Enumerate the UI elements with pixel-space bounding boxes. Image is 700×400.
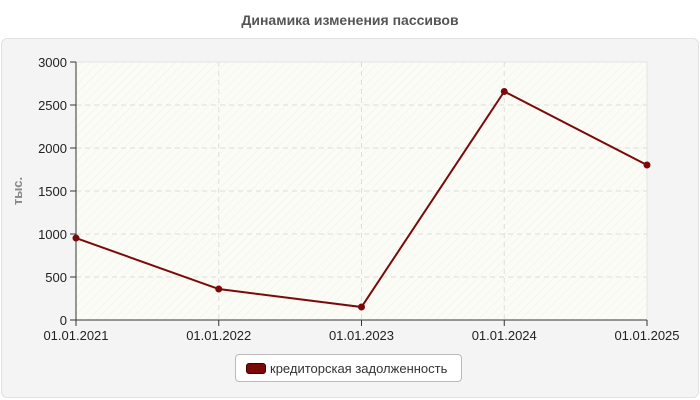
data-point xyxy=(643,161,651,169)
legend-swatch xyxy=(246,362,266,374)
data-point xyxy=(500,87,508,95)
y-tick-label: 3000 xyxy=(38,55,67,70)
y-tick-label: 1000 xyxy=(38,227,67,242)
x-tick-label: 01.01.2023 xyxy=(329,328,394,343)
x-tick-label: 01.01.2021 xyxy=(43,328,108,343)
legend-label: кредиторская задолженность xyxy=(270,360,448,376)
y-tick-label: 2000 xyxy=(38,141,67,156)
x-tick-label: 01.01.2022 xyxy=(186,328,251,343)
x-tick-label: 01.01.2025 xyxy=(614,328,679,343)
y-tick-label: 1500 xyxy=(38,184,67,199)
x-tick-label: 01.01.2024 xyxy=(472,328,537,343)
y-tick-label: 2500 xyxy=(38,98,67,113)
chart-title: Динамика изменения пассивов xyxy=(241,12,459,28)
data-point xyxy=(72,234,80,242)
y-tick-label: 500 xyxy=(45,270,67,285)
data-point xyxy=(215,285,223,293)
legend[interactable]: кредиторская задолженность xyxy=(235,354,462,382)
data-point xyxy=(358,303,365,311)
y-axis-label: тыс. xyxy=(10,177,25,205)
y-tick-label: 0 xyxy=(60,313,67,328)
